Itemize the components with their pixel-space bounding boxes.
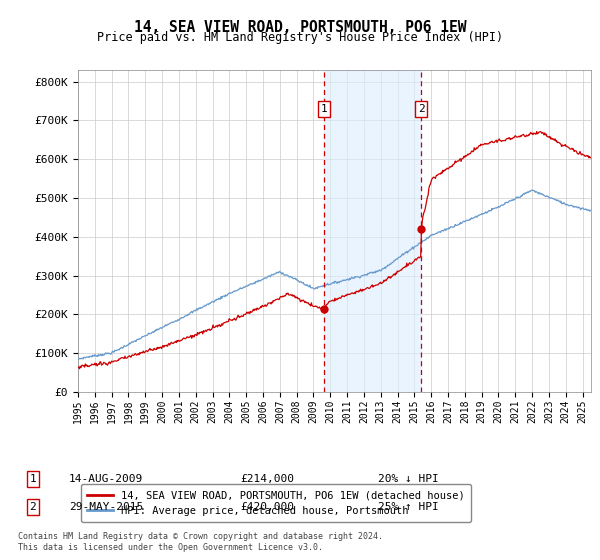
Text: 25% ↑ HPI: 25% ↑ HPI (378, 502, 439, 512)
Text: Price paid vs. HM Land Registry's House Price Index (HPI): Price paid vs. HM Land Registry's House … (97, 31, 503, 44)
Text: £420,000: £420,000 (240, 502, 294, 512)
Legend: 14, SEA VIEW ROAD, PORTSMOUTH, PO6 1EW (detached house), HPI: Average price, det: 14, SEA VIEW ROAD, PORTSMOUTH, PO6 1EW (… (80, 484, 471, 522)
Text: Contains HM Land Registry data © Crown copyright and database right 2024.
This d: Contains HM Land Registry data © Crown c… (18, 533, 383, 552)
Text: 2: 2 (418, 104, 425, 114)
Bar (324, 70, 421, 392)
Text: £214,000: £214,000 (240, 474, 294, 484)
Text: 1: 1 (29, 474, 37, 484)
Text: 14-AUG-2009: 14-AUG-2009 (69, 474, 143, 484)
Text: 2: 2 (29, 502, 37, 512)
Text: 14, SEA VIEW ROAD, PORTSMOUTH, PO6 1EW: 14, SEA VIEW ROAD, PORTSMOUTH, PO6 1EW (134, 20, 466, 35)
Text: 29-MAY-2015: 29-MAY-2015 (69, 502, 143, 512)
Text: 20% ↓ HPI: 20% ↓ HPI (378, 474, 439, 484)
Text: 1: 1 (320, 104, 327, 114)
